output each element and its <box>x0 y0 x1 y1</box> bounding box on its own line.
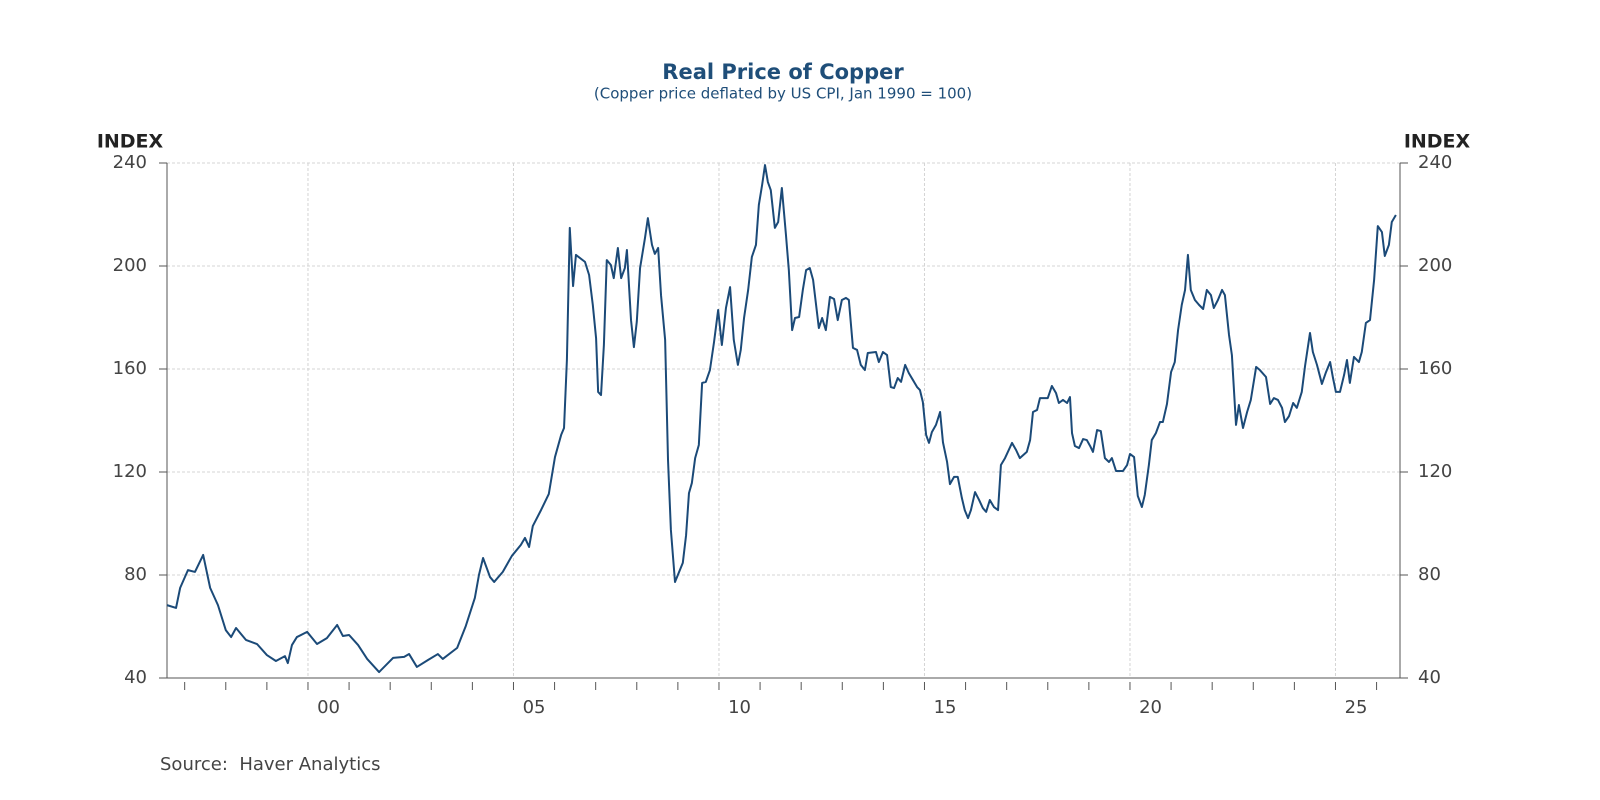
y2-tick-label: 80 <box>1418 564 1441 585</box>
x-tick-label: 00 <box>317 697 340 718</box>
x-tick-label: 25 <box>1345 697 1368 718</box>
y2-axis-label: INDEX <box>1404 131 1471 153</box>
y-tick-label: 240 <box>113 152 147 173</box>
y-axis-label: INDEX <box>97 131 164 153</box>
y2-tick-label: 240 <box>1418 152 1452 173</box>
y-tick-label: 80 <box>124 564 147 585</box>
y-tick-label: 160 <box>113 358 147 379</box>
x-tick-label: 20 <box>1139 697 1162 718</box>
chart-title: Real Price of Copper <box>662 60 904 84</box>
x-tick-label: 05 <box>523 697 546 718</box>
x-tick-label: 15 <box>934 697 957 718</box>
y-tick-label: 200 <box>113 255 147 276</box>
y2-tick-label: 160 <box>1418 358 1452 379</box>
y-tick-label: 120 <box>113 461 147 482</box>
y-tick-label: 40 <box>124 667 147 688</box>
x-tick-label: 10 <box>728 697 751 718</box>
data-line <box>166 164 1397 674</box>
y2-tick-label: 40 <box>1418 667 1441 688</box>
y2-tick-label: 200 <box>1418 255 1452 276</box>
y2-tick-label: 120 <box>1418 461 1452 482</box>
chart-subtitle: (Copper price deflated by US CPI, Jan 19… <box>594 85 972 103</box>
source-note: Source: Haver Analytics <box>160 754 380 775</box>
